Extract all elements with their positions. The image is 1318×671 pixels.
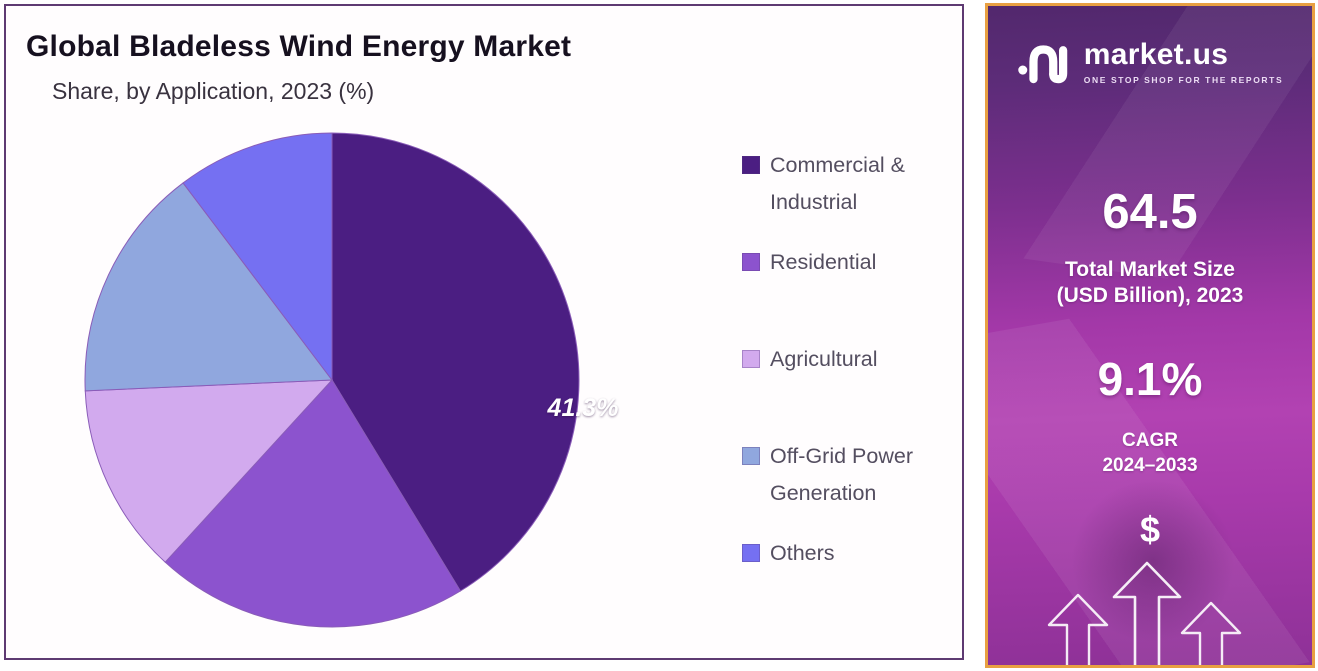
pie-data-label: 41.3% xyxy=(547,394,619,422)
legend-swatch xyxy=(742,253,760,271)
legend-item-agricultural: Agricultural xyxy=(742,341,960,378)
cagr-label: CAGR xyxy=(1122,430,1178,451)
legend-item-off-grid-power-generation: Off-Grid Power Generation xyxy=(742,438,960,512)
dollar-icon: $ xyxy=(1139,509,1161,550)
pie-slice-2 xyxy=(84,379,334,563)
legend-swatch xyxy=(742,350,760,368)
legend-label: Agricultural xyxy=(770,347,878,371)
pie-slice-1 xyxy=(164,379,462,628)
cagr-value: 9.1% xyxy=(1097,353,1203,405)
brand-sidebar: market.us ONE STOP SHOP FOR THE REPORTS … xyxy=(985,3,1315,668)
market-us-logo-icon xyxy=(1018,45,1068,84)
legend-label: Off-Grid Power Generation xyxy=(770,444,913,505)
total-market-size-value: 64.5 xyxy=(1102,185,1198,239)
legend-item-commercial-industrial: Commercial & Industrial xyxy=(742,147,960,221)
legend-label: Commercial & Industrial xyxy=(770,153,905,214)
pie-legend: Commercial & Industrial Residential Agri… xyxy=(742,147,960,572)
legend-swatch xyxy=(742,156,760,174)
logo-tagline: ONE STOP SHOP FOR THE REPORTS xyxy=(1083,74,1284,85)
cagr-years: 2024–2033 xyxy=(1102,455,1198,476)
chart-card: Global Bladeless Wind Energy Market Shar… xyxy=(4,4,964,660)
total-market-size-unit: (USD Billion), 2023 xyxy=(1056,284,1244,307)
pie-slice-0 xyxy=(331,132,580,592)
dollar-backdrop xyxy=(1053,476,1253,646)
legend-item-others: Others xyxy=(742,535,960,572)
chart-title: Global Bladeless Wind Energy Market xyxy=(26,30,572,63)
legend-item-residential: Residential xyxy=(742,244,960,281)
total-market-size-label: Total Market Size xyxy=(1065,258,1235,281)
pie-slice-4 xyxy=(182,132,333,382)
growth-arrows-icon xyxy=(1047,561,1242,665)
legend-label: Residential xyxy=(770,250,877,274)
pie-chart xyxy=(84,132,580,628)
market-us-logo: market.us ONE STOP SHOP FOR THE REPORTS xyxy=(988,36,1312,86)
chart-subtitle: Share, by Application, 2023 (%) xyxy=(52,78,375,104)
legend-label: Others xyxy=(770,541,835,565)
pie-chart-area: 41.3% xyxy=(68,116,618,644)
pie-slice-3 xyxy=(84,182,333,392)
logo-wordmark: market.us xyxy=(1083,37,1229,71)
legend-swatch xyxy=(742,544,760,562)
legend-swatch xyxy=(742,447,760,465)
